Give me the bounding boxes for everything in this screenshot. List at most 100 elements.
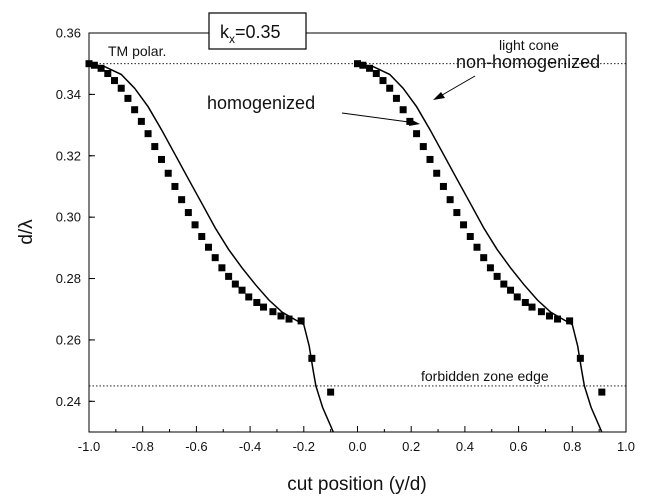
data-point	[521, 298, 529, 306]
y-tick-label: 0.24	[56, 394, 81, 409]
homogenized-arrow	[341, 112, 417, 124]
data-point	[354, 60, 361, 68]
y-tick-label: 0.28	[56, 271, 81, 286]
data-point	[277, 312, 285, 320]
data-point	[372, 70, 380, 78]
data-point	[500, 280, 508, 288]
data-point	[379, 77, 387, 85]
non-homogenized-label: non-homogenized	[456, 52, 600, 72]
kx-base: k	[220, 22, 230, 42]
kx-value: =0.35	[235, 22, 281, 42]
data-point	[446, 196, 454, 204]
series-homogenized	[85, 60, 606, 396]
homogenized-label: homogenized	[207, 93, 315, 113]
data-point	[473, 243, 481, 251]
data-point	[554, 315, 562, 323]
x-axis-title: cut position (y/d)	[287, 474, 426, 495]
data-point	[90, 61, 98, 69]
x-tick-label: -0.4	[239, 439, 261, 454]
non-homogenized-arrow	[436, 75, 476, 99]
x-tick-label: -0.8	[131, 439, 153, 454]
data-point	[433, 169, 441, 177]
data-point	[253, 298, 261, 306]
kx-label: kx=0.35	[220, 22, 281, 46]
data-point	[366, 64, 374, 72]
data-point	[419, 143, 427, 151]
x-tick-label: -0.6	[185, 439, 207, 454]
data-point	[144, 130, 152, 138]
data-point	[85, 60, 93, 68]
data-point	[285, 315, 293, 323]
data-point	[507, 286, 515, 294]
x-tick-label: 0.0	[348, 439, 366, 454]
forbidden-zone-label: forbidden zone edge	[421, 368, 549, 384]
data-point	[486, 264, 494, 272]
data-point	[260, 303, 268, 311]
data-point	[537, 308, 545, 316]
data-point	[426, 155, 434, 163]
x-tick-label: 1.0	[617, 439, 635, 454]
data-point	[297, 317, 305, 325]
y-tick-label: 0.34	[56, 87, 81, 102]
data-point	[131, 106, 139, 114]
data-point	[392, 94, 400, 102]
data-point	[238, 286, 246, 294]
light-cone-label: light cone	[499, 37, 559, 53]
x-tick-label: 0.2	[402, 439, 420, 454]
data-point	[327, 388, 335, 396]
data-point	[117, 84, 125, 92]
data-point	[399, 106, 407, 114]
y-axis-ticks: 0.24 0.26 0.28 0.30 0.32 0.34 0.36	[56, 26, 95, 409]
kx-sub: x	[229, 32, 235, 46]
data-point	[211, 254, 219, 262]
y-axis-title: d/λ	[16, 219, 37, 245]
data-point	[151, 143, 159, 151]
data-point	[413, 130, 421, 138]
data-point	[453, 209, 461, 217]
data-point	[124, 94, 132, 102]
data-point	[439, 182, 447, 190]
x-tick-label: 0.4	[456, 439, 474, 454]
data-point	[164, 169, 172, 177]
y-tick-label: 0.26	[56, 332, 81, 347]
data-point	[171, 182, 179, 190]
series-layer	[85, 60, 606, 433]
data-point	[269, 308, 277, 316]
y-tick-label: 0.32	[56, 148, 81, 163]
data-point	[513, 293, 521, 301]
data-point	[184, 209, 192, 217]
data-point	[480, 254, 488, 262]
reference-lines	[89, 63, 626, 387]
data-point	[386, 84, 394, 92]
data-point	[493, 272, 501, 280]
data-point	[111, 77, 119, 85]
data-point	[460, 221, 468, 229]
data-point	[231, 280, 239, 288]
data-point	[545, 312, 553, 320]
homogenized-arrow-head	[409, 119, 420, 126]
y-tick-label: 0.36	[56, 26, 81, 41]
polarization-label: TM polar.	[108, 43, 166, 59]
data-point	[528, 303, 536, 311]
data-point	[466, 232, 474, 240]
kx-box	[208, 12, 307, 50]
data-point	[566, 317, 574, 325]
x-tick-label: -0.2	[293, 439, 315, 454]
data-point	[576, 354, 584, 362]
data-point	[97, 64, 105, 72]
x-axis-ticks: -1.0 -0.8 -0.6 -0.4 -0.2 0.0 0.2 0.4 0.6 0.8 1.0	[78, 426, 635, 454]
data-point	[598, 388, 606, 396]
data-point	[218, 264, 226, 272]
non-homogenized-arrow-head	[433, 92, 445, 100]
data-point	[191, 221, 199, 229]
data-point	[225, 272, 233, 280]
data-point	[245, 293, 253, 301]
data-point	[157, 155, 165, 163]
x-tick-label: -1.0	[78, 439, 100, 454]
data-point	[204, 243, 212, 251]
data-point	[359, 61, 367, 69]
y-tick-label: 0.30	[56, 210, 81, 225]
x-tick-label: 0.6	[510, 439, 528, 454]
data-point	[178, 196, 186, 204]
